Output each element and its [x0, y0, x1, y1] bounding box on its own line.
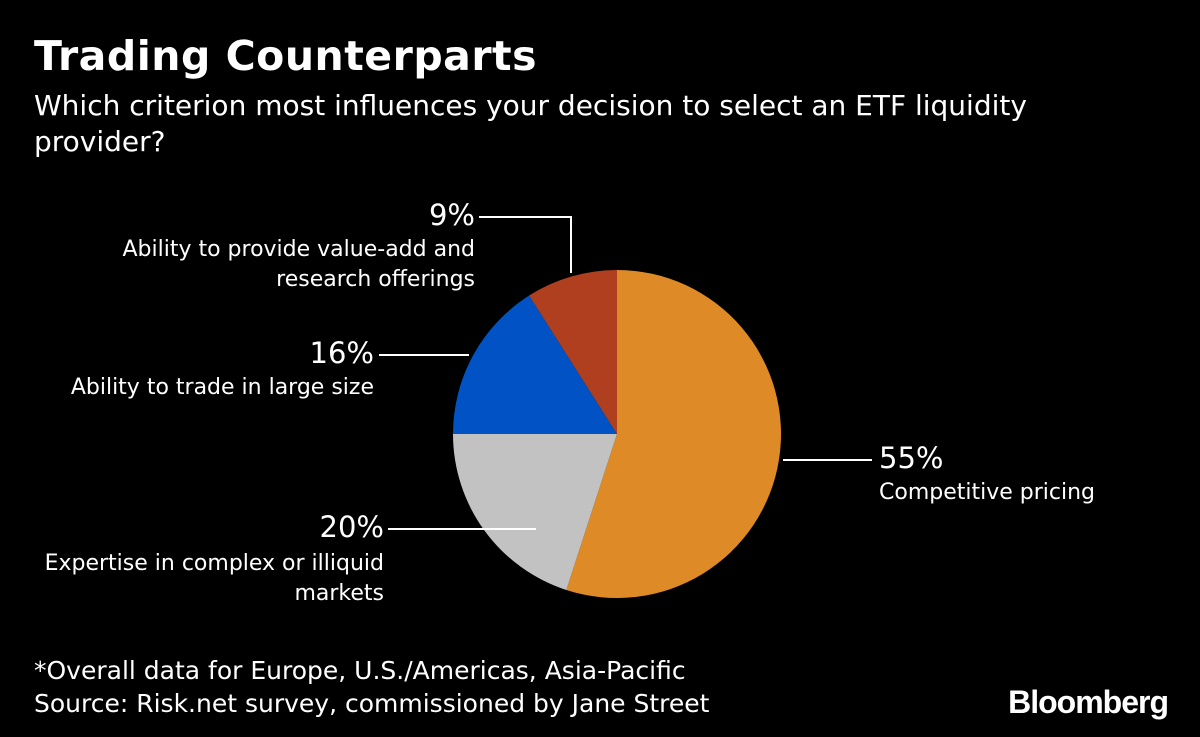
- category-label-line: Ability to trade in large size: [71, 375, 374, 400]
- pie-slice-ability-to-trade-in-large-size: [453, 295, 617, 434]
- chart-subtitle: Which criterion most influences your dec…: [34, 89, 1027, 158]
- data-label-expertise-in-complex-or-illiquid: 20%: [320, 510, 384, 544]
- footer: *Overall data for Europe, U.S./Americas,…: [34, 654, 709, 720]
- category-label-competitive-pricing: Competitive pricing: [879, 480, 1095, 505]
- category-label-line: Expertise in complex or illiquid: [45, 551, 384, 576]
- pie-slice-competitive-pricing: [566, 270, 782, 598]
- category-label-ability-to-provide-value-add-and: Ability to provide value-add and research…: [122, 237, 475, 292]
- leader-line-ability-to-provide-value-add-and: [479, 216, 572, 273]
- data-label-ability-to-provide-value-add-and: 9%: [429, 198, 475, 232]
- category-label-line: markets: [294, 581, 384, 606]
- data-label-competitive-pricing: 55%: [879, 441, 943, 475]
- category-label-ability-to-trade-in-large-size: Ability to trade in large size: [71, 375, 374, 400]
- data-label-ability-to-trade-in-large-size: 16%: [310, 336, 374, 370]
- category-label-line: Ability to provide value-add and: [122, 237, 475, 262]
- source-note: Source: Risk.net survey, commissioned by…: [34, 689, 710, 718]
- category-label-line: Competitive pricing: [879, 480, 1095, 505]
- pie-slice-expertise-in-complex-or-illiquid: [453, 434, 617, 590]
- category-label-line: research offerings: [276, 267, 475, 292]
- chart-title: Trading Counterparts: [34, 32, 538, 80]
- footnote: *Overall data for Europe, U.S./Americas,…: [34, 656, 686, 685]
- pie-slice-ability-to-provide-value-add-and: [529, 270, 617, 434]
- bloomberg-logo: Bloomberg: [1008, 684, 1169, 720]
- category-label-expertise-in-complex-or-illiquid: Expertise in complex or illiquid markets: [45, 551, 384, 606]
